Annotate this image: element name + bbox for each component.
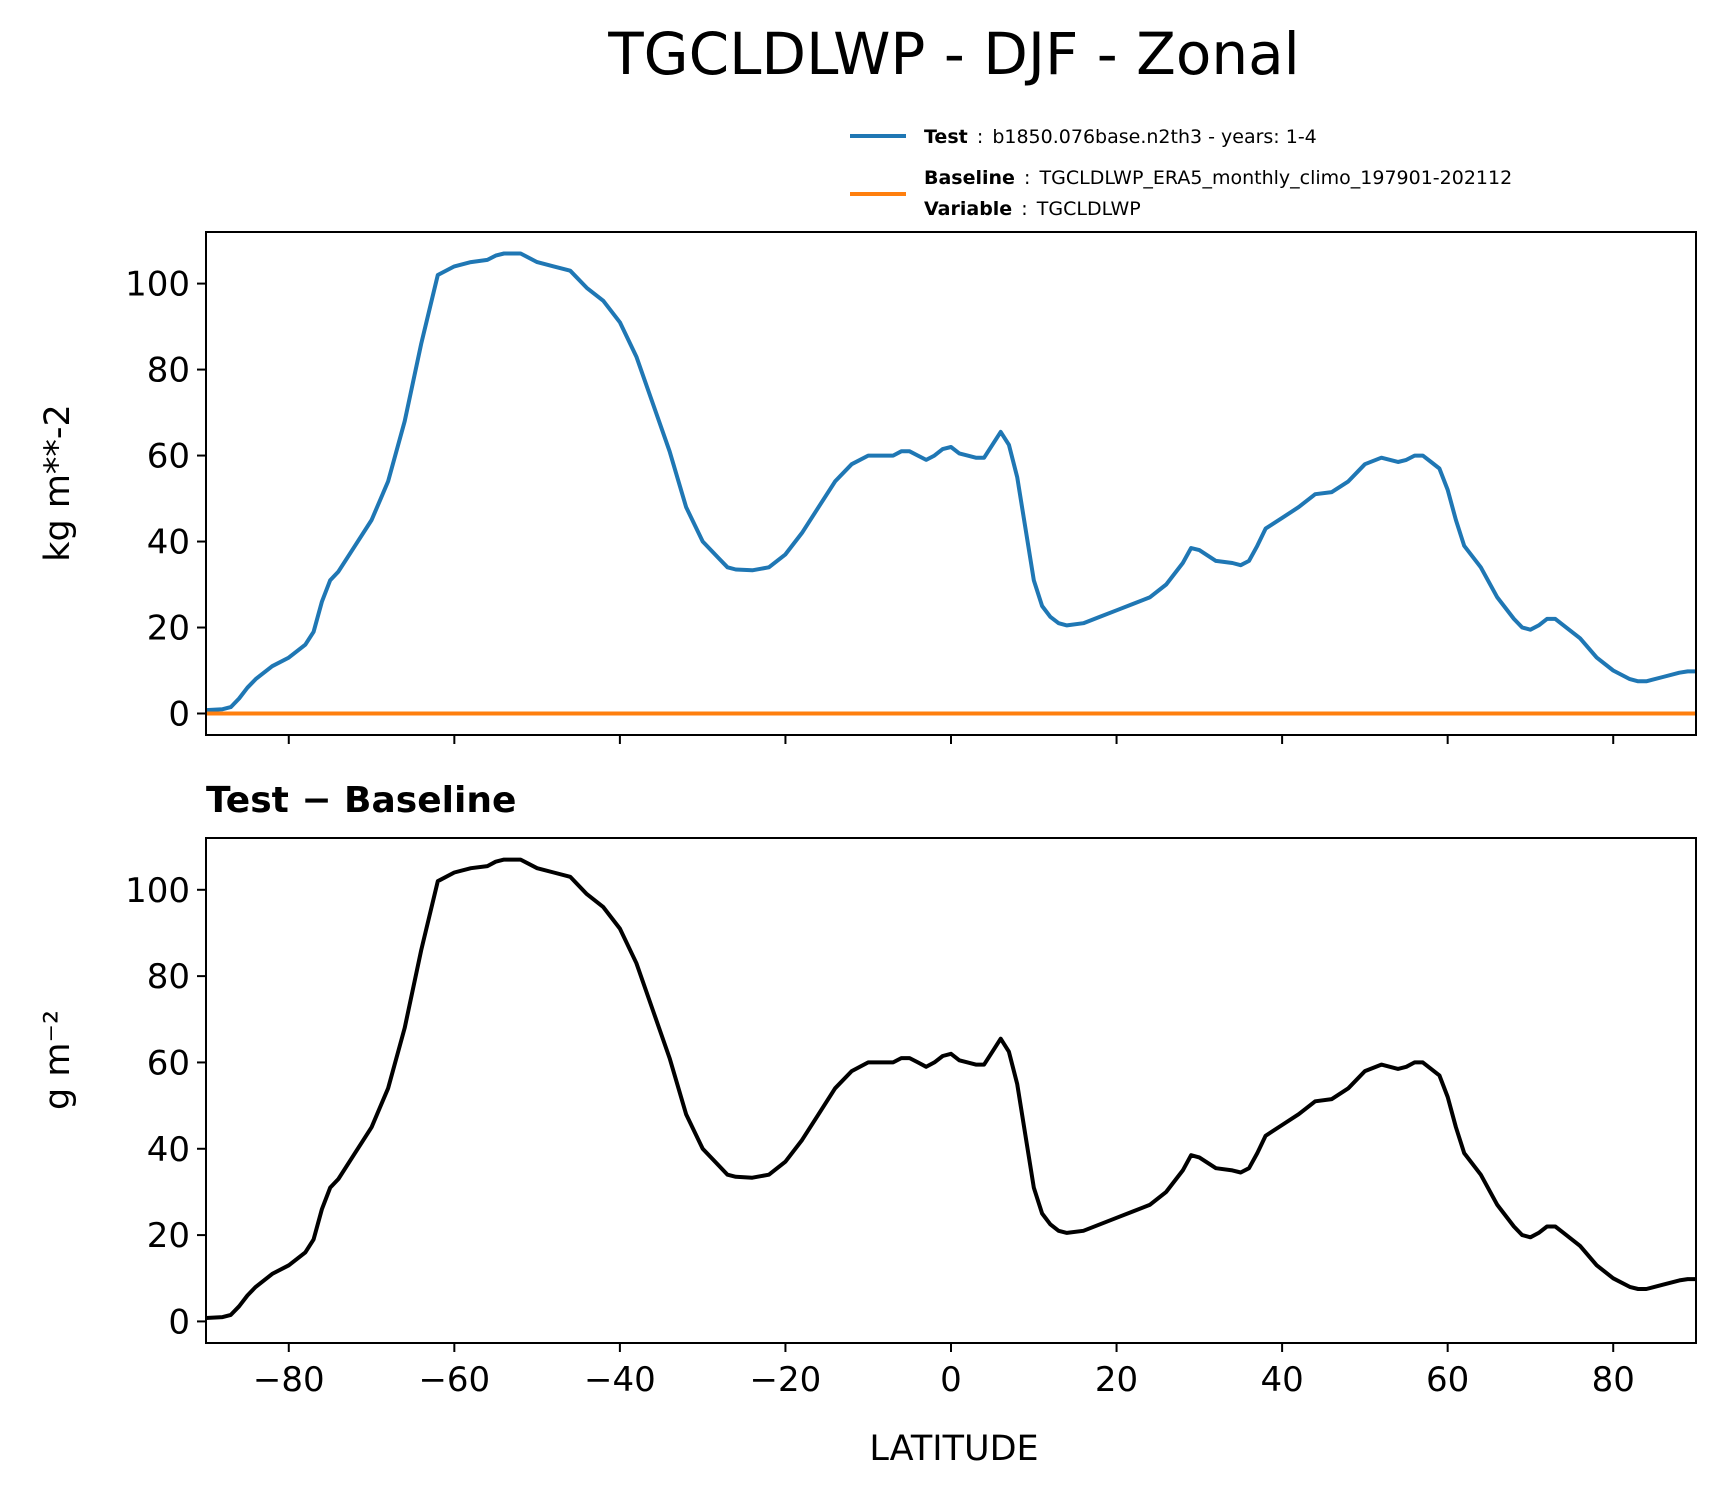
bottom-panel-ylabel: g m⁻²	[38, 1010, 78, 1110]
legend: Test : b1850.076base.n2th3 - years: 1-4 …	[850, 126, 1512, 220]
legend-test-sep: :	[977, 126, 983, 148]
bottom-series-difference-line	[206, 857, 1696, 1320]
svg-text:Baseline : TGCLDLW: Baseline : TGCLDLWP_ERA5_monthly_climo_1…	[924, 167, 1512, 189]
bottom-xtick-label: −60	[418, 1360, 490, 1400]
legend-baseline-key: Baseline	[924, 167, 1015, 189]
bottom-xtick-label: −20	[750, 1360, 822, 1400]
legend-baseline-sep: :	[1024, 167, 1030, 189]
bottom-xtick-label: 20	[1095, 1360, 1138, 1400]
legend-baseline-value: TGCLDLWP_ERA5_monthly_climo_197901-20211…	[1039, 167, 1513, 189]
bottom-panel-x-ticks: −80 −60 −40 −20 0 20 40 60 80	[253, 1343, 1635, 1400]
svg-text:Variable : TGCLDLW: Variable : TGCLDLWP	[924, 198, 1141, 220]
top-series-test-line	[206, 251, 1696, 713]
legend-variable-sep: :	[1021, 198, 1027, 220]
top-panel: 0 20 40 60 80 100 kg m**-2	[38, 231, 1697, 744]
legend-variable-value: TGCLDLWP	[1036, 198, 1141, 220]
bottom-panel-xlabel: LATITUDE	[869, 1429, 1038, 1469]
bottom-ytick-label: 100	[125, 871, 190, 911]
bottom-panel: Test − Baseline 0 20 40 60 80 100 −80 −60 −40 −2…	[38, 780, 1697, 1469]
top-panel-ylabel: kg m**-2	[38, 404, 78, 562]
legend-variable-key: Variable	[924, 198, 1012, 220]
top-ytick-label: 20	[147, 609, 190, 649]
bottom-panel-title: Test − Baseline	[206, 780, 516, 821]
top-ytick-label: 40	[147, 523, 190, 563]
top-ytick-label: 0	[168, 695, 190, 735]
bottom-xtick-label: 60	[1426, 1360, 1469, 1400]
bottom-ytick-label: 20	[147, 1216, 190, 1256]
bottom-ytick-label: 40	[147, 1130, 190, 1170]
legend-test-key: Test	[924, 126, 968, 148]
bottom-xtick-label: −40	[584, 1360, 656, 1400]
bottom-ytick-label: 60	[147, 1043, 190, 1083]
top-ytick-label: 60	[147, 437, 190, 477]
bottom-xtick-label: 0	[940, 1360, 962, 1400]
bottom-panel-lines	[206, 857, 1696, 1320]
bottom-ytick-label: 80	[147, 957, 190, 997]
bottom-xtick-label: 80	[1592, 1360, 1635, 1400]
top-ytick-label: 80	[147, 351, 190, 391]
figure-title: TGCLDLWP - DJF - Zonal	[607, 20, 1300, 88]
bottom-panel-y-ticks: 0 20 40 60 80 100	[125, 871, 206, 1342]
top-ytick-label: 100	[125, 265, 190, 305]
legend-test-value: b1850.076base.n2th3 - years: 1-4	[992, 126, 1316, 148]
bottom-ytick-label: 0	[168, 1302, 190, 1342]
top-panel-y-ticks: 0 20 40 60 80 100	[125, 265, 206, 735]
top-panel-lines	[206, 251, 1696, 716]
top-panel-x-ticks	[287, 735, 1615, 744]
svg-text:Test : b1850.076ba: Test : b1850.076base.n2th3 - years: 1-4	[924, 126, 1317, 148]
bottom-xtick-label: 40	[1260, 1360, 1303, 1400]
bottom-xtick-label: −80	[253, 1360, 325, 1400]
